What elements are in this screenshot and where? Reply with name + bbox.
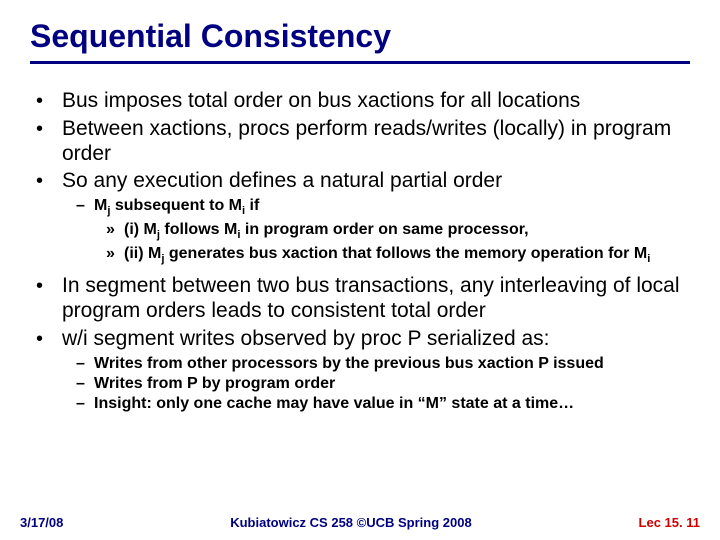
subbullet-text: Writes from other processors by the prev…	[94, 354, 690, 373]
dash-icon: –	[76, 196, 94, 215]
bullet-text: Between xactions, procs perform reads/wr…	[62, 116, 690, 166]
bullet-2: • Between xactions, procs perform reads/…	[36, 116, 690, 166]
raquo-icon: »	[106, 220, 124, 239]
subbullet-2: – Writes from other processors by the pr…	[76, 354, 690, 373]
bullet-text: Bus imposes total order on bus xactions …	[62, 88, 690, 113]
subbullet-1: – Mj subsequent to Mi if	[76, 196, 690, 219]
bullet-text: So any execution defines a natural parti…	[62, 168, 690, 193]
subbullet-text: Insight: only one cache may have value i…	[94, 394, 690, 413]
slide-footer: 3/17/08 Kubiatowicz CS 258 ©UCB Spring 2…	[0, 515, 720, 530]
subbullet-text: Mj subsequent to Mi if	[94, 196, 690, 219]
subsubbullet-text: (ii) Mj generates bus xaction that follo…	[124, 244, 690, 267]
bullet-dot: •	[36, 168, 62, 194]
footer-course: Kubiatowicz CS 258 ©UCB Spring 2008	[63, 515, 638, 530]
bullet-dot: •	[36, 326, 62, 352]
slide-content: • Bus imposes total order on bus xaction…	[30, 88, 690, 413]
bullet-text: In segment between two bus transactions,…	[62, 273, 690, 323]
footer-date: 3/17/08	[20, 515, 63, 530]
dash-icon: –	[76, 354, 94, 373]
bullet-dot: •	[36, 273, 62, 299]
subsubbullet-2: » (ii) Mj generates bus xaction that fol…	[106, 244, 690, 267]
bullet-dot: •	[36, 88, 62, 114]
slide-title: Sequential Consistency	[30, 18, 690, 64]
bullet-5: • w/i segment writes observed by proc P …	[36, 326, 690, 352]
subbullet-3: – Writes from P by program order	[76, 374, 690, 393]
raquo-icon: »	[106, 244, 124, 263]
bullet-1: • Bus imposes total order on bus xaction…	[36, 88, 690, 114]
dash-icon: –	[76, 374, 94, 393]
dash-icon: –	[76, 394, 94, 413]
subsubbullet-1: » (i) Mj follows Mi in program order on …	[106, 220, 690, 243]
footer-lecture: Lec 15. 11	[639, 515, 700, 530]
bullet-text: w/i segment writes observed by proc P se…	[62, 326, 690, 351]
bullet-3: • So any execution defines a natural par…	[36, 168, 690, 194]
bullet-4: • In segment between two bus transaction…	[36, 273, 690, 323]
subsubbullet-text: (i) Mj follows Mi in program order on sa…	[124, 220, 690, 243]
subbullet-text: Writes from P by program order	[94, 374, 690, 393]
bullet-dot: •	[36, 116, 62, 142]
subbullet-4: – Insight: only one cache may have value…	[76, 394, 690, 413]
